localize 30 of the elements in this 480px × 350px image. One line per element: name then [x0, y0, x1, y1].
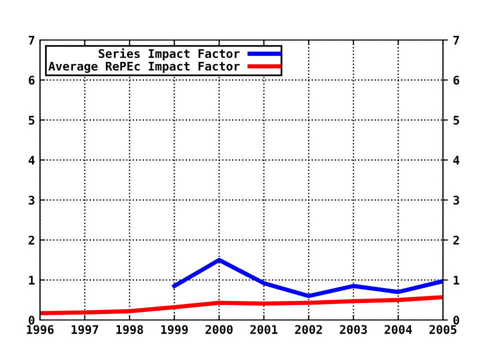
- y2-tick-label: 1: [454, 276, 460, 284]
- y-tick-label: 7: [28, 36, 34, 44]
- x-tick-label: 2003: [340, 325, 367, 334]
- x-tick-label: 2000: [206, 325, 233, 334]
- x-tick-label: 1997: [72, 325, 98, 334]
- x-tick-label: 2004: [384, 325, 412, 334]
- x-tick-label: 1996: [26, 325, 54, 334]
- y-tick-label: 1: [29, 276, 35, 284]
- y2-tick-label: 5: [454, 116, 460, 125]
- x-tick-label: 2001: [250, 325, 278, 334]
- x-tick-label: 2002: [295, 325, 322, 334]
- x-tick-label: 1999: [161, 325, 188, 334]
- y2-tick-label: 4: [453, 156, 460, 164]
- y-tick-label: 4: [28, 156, 35, 164]
- x-tick-label: 2005: [429, 325, 456, 334]
- x-tick-label: 1998: [116, 325, 144, 334]
- y-tick-label: 2: [28, 236, 34, 244]
- line-series: [172, 258, 443, 298]
- y-tick-label: 3: [28, 196, 34, 205]
- legend-label: Average RePEc Impact Factor: [48, 62, 240, 73]
- legend-label: Series Impact Factor: [98, 48, 240, 60]
- y2-tick-label: 2: [453, 236, 459, 244]
- y2-tick-label: 3: [453, 196, 460, 205]
- y2-tick-label: 6: [453, 76, 460, 85]
- y-tick-label: 5: [28, 116, 34, 125]
- y2-tick-label: 7: [454, 36, 459, 44]
- y-tick-label: 6: [28, 76, 34, 85]
- line-series: [40, 295, 443, 316]
- y-tick-label: 0: [28, 316, 34, 325]
- y2-tick-label: 0: [453, 316, 460, 325]
